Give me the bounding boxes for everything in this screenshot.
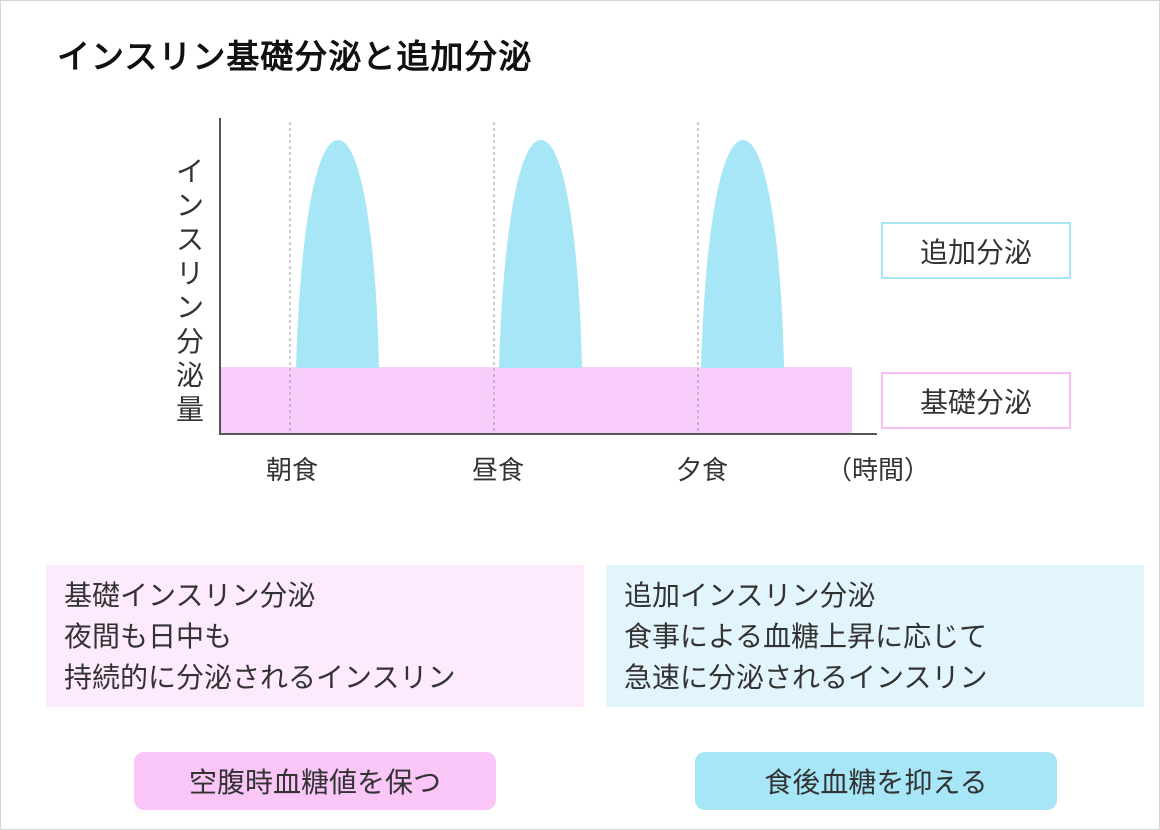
- bolus-desc-line: 急速に分泌されるインスリン: [624, 661, 988, 694]
- basal-secretion-area: [221, 367, 852, 434]
- bolus-peak-dinner: [701, 140, 784, 368]
- basal-desc-line: 持続的に分泌されるインスリン: [64, 661, 456, 694]
- x-tick-lunch: 昼食: [471, 456, 525, 486]
- basal-effect-pill: 空腹時血糖値を保つ: [134, 752, 496, 810]
- basal-desc-line: 夜間も日中も: [64, 620, 233, 653]
- bolus-peak-lunch: [499, 140, 582, 368]
- y-label-char: リ: [175, 257, 204, 290]
- y-label-char: イ: [175, 155, 204, 188]
- y-label-char: 泌: [175, 359, 204, 392]
- y-label-char: 量: [175, 393, 204, 426]
- x-axis-unit: （時間）: [826, 456, 931, 486]
- y-label-char: ス: [175, 223, 204, 256]
- bolus-description-box: 追加インスリン分泌 食事による血糖上昇に応じて 急速に分泌されるインスリン: [606, 565, 1144, 707]
- y-label-char: ン: [175, 189, 204, 222]
- y-label-char: 分: [175, 325, 204, 358]
- x-tick-breakfast: 朝食: [265, 456, 319, 486]
- y-axis-label: イ ン ス リ ン 分 泌 量: [170, 155, 210, 427]
- legend-basal: 基礎分泌: [881, 372, 1071, 429]
- basal-desc-line: 基礎インスリン分泌: [64, 579, 316, 612]
- bolus-peak-breakfast: [296, 140, 379, 368]
- x-tick-dinner: 夕食: [675, 456, 729, 486]
- figure-title: インスリン基礎分泌と追加分泌: [57, 37, 533, 76]
- y-label-char: ン: [175, 291, 204, 324]
- bolus-desc-line: 追加インスリン分泌: [624, 579, 876, 612]
- bolus-effect-pill: 食後血糖を抑える: [695, 752, 1057, 810]
- basal-description-box: 基礎インスリン分泌 夜間も日中も 持続的に分泌されるインスリン: [46, 565, 584, 707]
- legend-bolus: 追加分泌: [881, 222, 1071, 279]
- bolus-desc-line: 食事による血糖上昇に応じて: [624, 620, 988, 653]
